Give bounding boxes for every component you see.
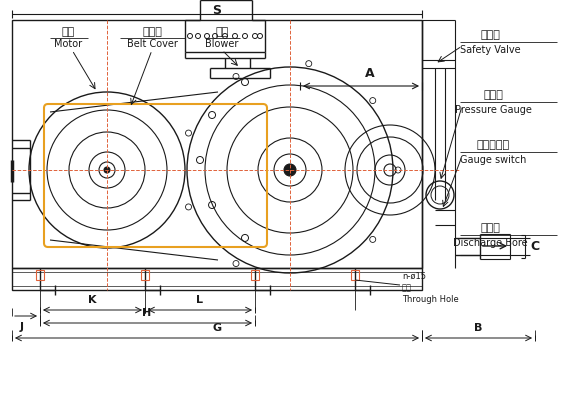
Text: Pressure Gauge: Pressure Gauge [455, 105, 531, 115]
Text: Blower: Blower [205, 39, 238, 49]
Bar [12, 20, 422, 268]
Text: H: H [142, 308, 151, 318]
Bar [12, 268, 422, 290]
Bar [251, 270, 259, 280]
Text: Gauge switch: Gauge switch [460, 155, 526, 165]
Text: J: J [20, 322, 24, 332]
Text: Belt Cover: Belt Cover [126, 39, 178, 49]
Bar [141, 270, 149, 280]
Bar [351, 270, 359, 280]
Text: K: K [88, 295, 96, 305]
Circle shape [104, 167, 110, 173]
Bar [36, 270, 44, 280]
Text: C: C [530, 240, 539, 252]
Text: A: A [365, 67, 375, 80]
Text: 压力表开关: 压力表开关 [476, 140, 510, 150]
Text: G: G [212, 323, 221, 333]
Text: B: B [474, 323, 482, 333]
Text: 风机: 风机 [216, 27, 229, 37]
Circle shape [284, 164, 296, 176]
Text: 电机: 电机 [61, 27, 75, 37]
Text: 安全阁: 安全阁 [480, 30, 500, 40]
Text: 排出口: 排出口 [480, 223, 500, 233]
Text: 皮带罩: 皮带罩 [142, 27, 162, 37]
Text: 压力表: 压力表 [483, 90, 503, 100]
Text: S: S [212, 3, 221, 16]
Text: Through Hole: Through Hole [402, 295, 459, 304]
Text: n-ø15: n-ø15 [402, 272, 426, 281]
Text: Safety Valve: Safety Valve [460, 45, 520, 55]
Bar [12, 272, 422, 286]
Text: L: L [196, 295, 204, 305]
Text: Motor: Motor [54, 39, 82, 49]
Text: 通孔: 通孔 [402, 283, 412, 293]
Text: Discharge Bore: Discharge Bore [453, 238, 527, 248]
